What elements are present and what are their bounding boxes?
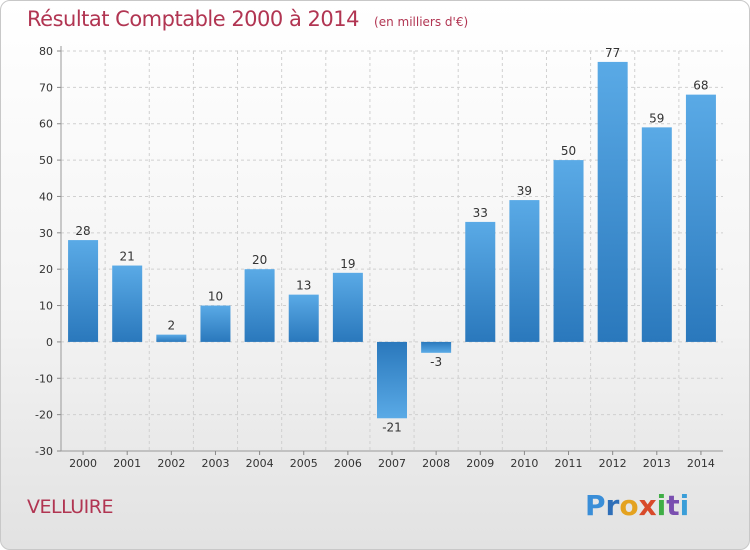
x-tick-label-2004: 2004 (246, 457, 274, 470)
value-label-2004: 20 (252, 253, 267, 267)
value-label-2013: 59 (649, 111, 664, 125)
y-tick-label: 0 (46, 336, 53, 349)
bar-2004 (244, 269, 275, 342)
value-label-2014: 68 (693, 79, 708, 93)
y-tick-label: 10 (39, 300, 53, 313)
x-tick-label-2006: 2006 (334, 457, 362, 470)
value-label-2010: 39 (517, 184, 532, 198)
value-label-2006: 19 (340, 257, 355, 271)
bar-2009 (465, 221, 496, 342)
bar-2003 (200, 305, 231, 342)
bar-2002 (156, 334, 187, 342)
x-tick-label-2008: 2008 (422, 457, 450, 470)
bar-2008 (421, 341, 452, 353)
value-label-2007: -21 (382, 420, 402, 434)
logo-letter: t (666, 489, 680, 522)
y-tick-label: 60 (39, 118, 53, 131)
x-tick-label-2001: 2001 (113, 457, 141, 470)
y-tick-label: 70 (39, 81, 53, 94)
logo-letter: i (679, 489, 690, 522)
value-label-2005: 13 (296, 279, 311, 293)
bar-2014 (685, 94, 716, 342)
value-label-2012: 77 (605, 46, 620, 60)
bars-layer: 28 21 2 10 20 13 19 -21 -3 33 39 50 77 59 68 (68, 46, 716, 434)
x-tick-label-2014: 2014 (687, 457, 715, 470)
bar-2013 (641, 127, 672, 342)
x-tick-label-2003: 2003 (201, 457, 229, 470)
value-label-2009: 33 (473, 206, 488, 220)
logo-letter: P (585, 489, 606, 522)
bar-2012 (597, 61, 628, 342)
y-tick-label: 80 (39, 45, 53, 58)
value-label-2008: -3 (430, 355, 442, 369)
y-tick-label: -20 (35, 409, 53, 422)
value-label-2003: 10 (208, 290, 223, 304)
bar-2010 (509, 200, 540, 342)
bar-2007 (377, 341, 407, 419)
bar-2000 (68, 240, 99, 342)
chart-title: Résultat Comptable 2000 à 2014 (27, 7, 359, 31)
y-tick-label: 50 (39, 154, 53, 167)
x-tick-label-2009: 2009 (466, 457, 494, 470)
commune-name: VELLUIRE (27, 496, 113, 518)
value-label-2000: 28 (75, 224, 90, 238)
y-tick-label: -10 (35, 372, 53, 385)
value-label-2011: 50 (561, 144, 576, 158)
x-tick-label-2011: 2011 (555, 457, 583, 470)
bar-2011 (553, 160, 584, 342)
y-tick-label: 30 (39, 227, 53, 240)
x-tick-label-2005: 2005 (290, 457, 318, 470)
value-label-2001: 21 (120, 250, 135, 264)
y-tick-label: 20 (39, 263, 53, 276)
x-tick-label-2002: 2002 (157, 457, 185, 470)
chart-title-row: Résultat Comptable 2000 à 2014 (en milli… (27, 7, 468, 31)
x-tick-label-2007: 2007 (378, 457, 406, 470)
value-label-2002: 2 (168, 319, 176, 333)
bar-2005 (288, 294, 319, 342)
axes-layer: -30 -20 -10 0 10 20 30 40 50 60 70 80 2000 2001 2002 20… (35, 45, 723, 470)
logo-letter: i (656, 489, 667, 522)
x-tick-label-2000: 2000 (69, 457, 97, 470)
y-tick-label: 40 (39, 190, 53, 203)
chart-unit: (en milliers d'€) (374, 15, 469, 29)
y-tick-label: -30 (35, 445, 53, 458)
logo-letter: r (605, 489, 620, 522)
logo-letter: x (638, 489, 657, 522)
bar-2001 (112, 265, 143, 342)
x-tick-label-2012: 2012 (599, 457, 627, 470)
bar-2006 (332, 272, 363, 342)
x-tick-label-2010: 2010 (510, 457, 538, 470)
logo-letter: o (619, 489, 639, 522)
proxiti-logo[interactable]: Proxiti (585, 489, 689, 522)
x-tick-label-2013: 2013 (643, 457, 671, 470)
